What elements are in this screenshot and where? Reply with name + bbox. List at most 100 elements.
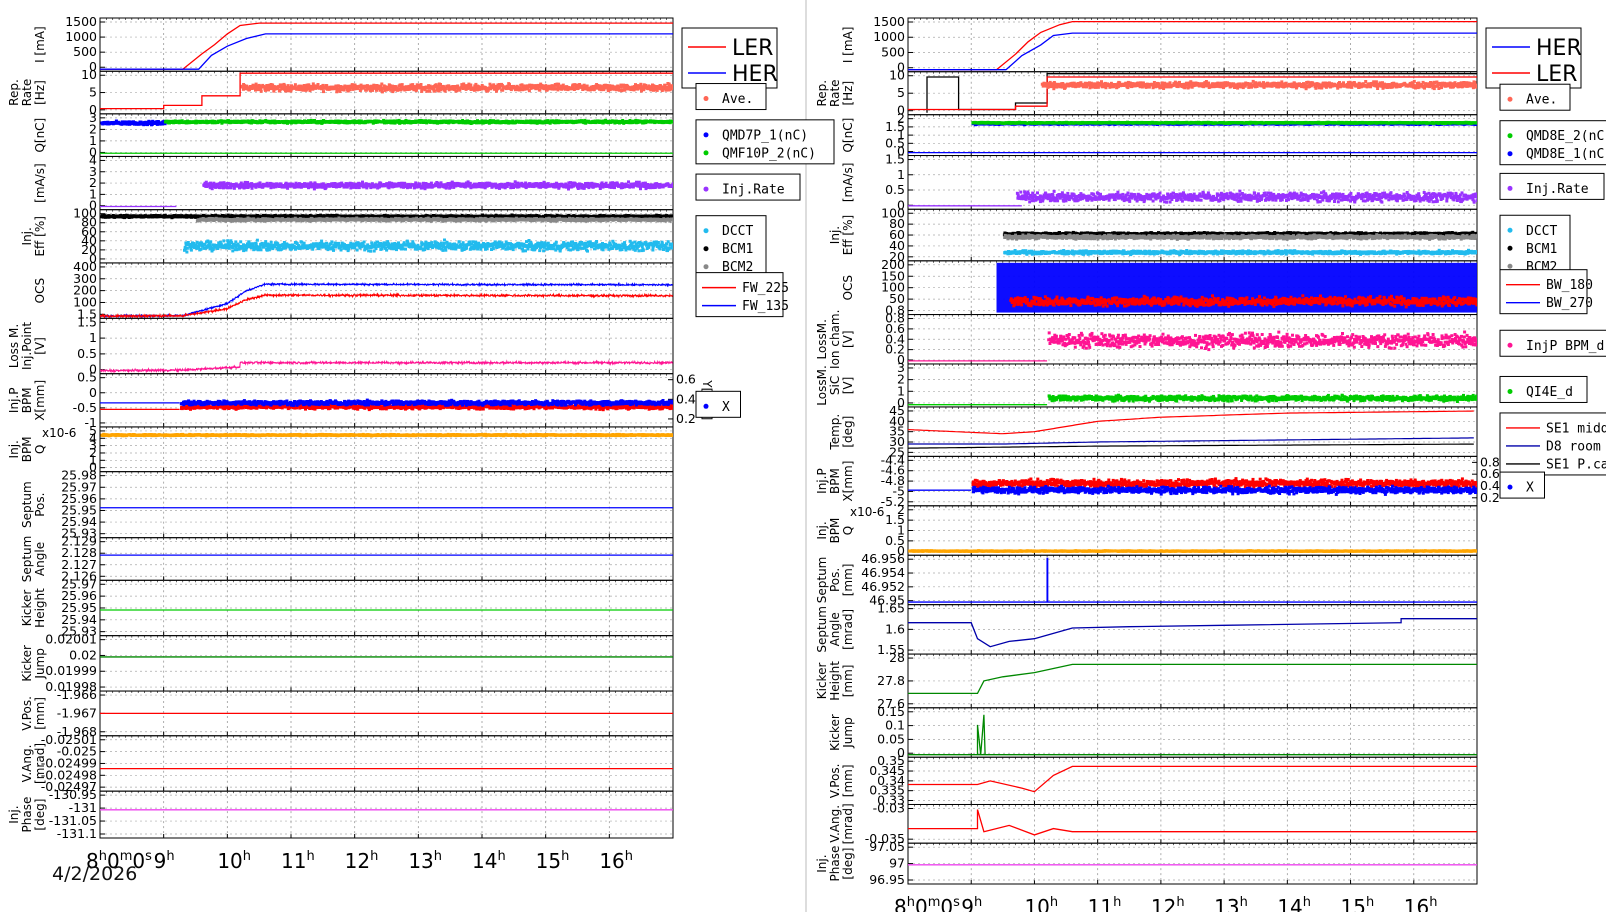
data-point [584,182,588,185]
y-tick-label: 80 [81,215,97,230]
data-point [456,84,460,88]
data-point [212,219,216,222]
y-tick-label: 5 [89,85,97,100]
data-point [619,85,622,89]
y-tick-label: 0 [89,198,97,213]
data-point [340,181,344,185]
legend: Inj.Rate [695,173,801,201]
data-point [379,181,383,185]
data-point [267,88,270,92]
data-point [450,180,454,184]
data-point [264,88,267,92]
data-point [402,185,406,189]
data-point [321,185,325,189]
data-point [371,88,375,92]
y-axis-label: Inj. [20,227,34,245]
data-point [494,84,498,88]
data-point [602,83,606,87]
data-point [453,88,457,91]
data-point [147,119,151,123]
data-point [458,88,462,92]
legend-label: Inj.Rate [722,183,785,198]
data-point [246,186,250,189]
legend-box [695,119,835,165]
data-point [639,82,643,86]
data-point [436,84,440,88]
y-axis-label: Rep. [7,79,21,106]
data-point [363,184,367,187]
series-bcm2-points [195,216,673,223]
data-point [418,182,422,186]
data-point [607,89,610,93]
data-point [438,185,442,189]
data-point [546,119,550,123]
data-point [297,185,301,189]
data-point [268,84,272,88]
data-point [400,83,404,87]
data-point [643,181,647,185]
data-point [210,187,214,191]
data-point [269,186,273,190]
data-point [474,82,478,86]
y-tick-label: 2 [89,121,97,136]
data-point [644,187,648,191]
data-point [593,184,597,188]
data-point [452,181,456,185]
data-point [638,85,642,89]
data-point [296,87,300,91]
legend-label: HER [732,62,778,87]
data-point [257,86,260,90]
data-point [528,182,532,186]
data-point [242,186,246,190]
data-point [524,186,528,190]
series-ave--points [240,82,673,94]
data-point [325,84,329,88]
data-point [620,186,624,189]
data-point [302,184,306,188]
data-point [555,82,559,86]
data-point [672,87,673,90]
y-axis-label: Eff [%] [33,216,47,256]
data-point [641,86,645,90]
data-point [403,121,406,125]
data-point [505,185,509,188]
data-point [442,86,446,90]
data-point [573,83,577,87]
data-point [672,215,673,218]
y-tick-label: 1000 [65,29,97,44]
data-point [349,184,353,187]
data-point [637,180,641,184]
data-point [361,180,364,184]
data-point [627,85,631,89]
data-point [444,183,448,187]
series-qmf10p-2-nc--points [163,118,673,125]
data-point [348,88,352,92]
data-point [582,186,586,190]
data-point [417,83,421,87]
data-point [301,88,305,92]
legend-label: LER [732,36,773,61]
data-point [640,89,643,93]
data-point [506,84,510,88]
series-ler-line [100,22,673,70]
data-point [598,84,602,88]
data-point [482,185,486,189]
data-point [209,181,213,185]
data-point [532,185,536,189]
data-point [516,85,520,89]
data-point [340,88,343,91]
data-point [600,119,604,123]
data-point [493,86,497,90]
data-point [609,181,613,185]
data-point [227,119,230,123]
data-point [432,87,435,91]
data-point [391,90,395,94]
data-point [335,86,338,90]
data-point [352,183,356,187]
data-point [495,89,498,93]
data-point [512,186,515,189]
data-point [311,82,315,86]
